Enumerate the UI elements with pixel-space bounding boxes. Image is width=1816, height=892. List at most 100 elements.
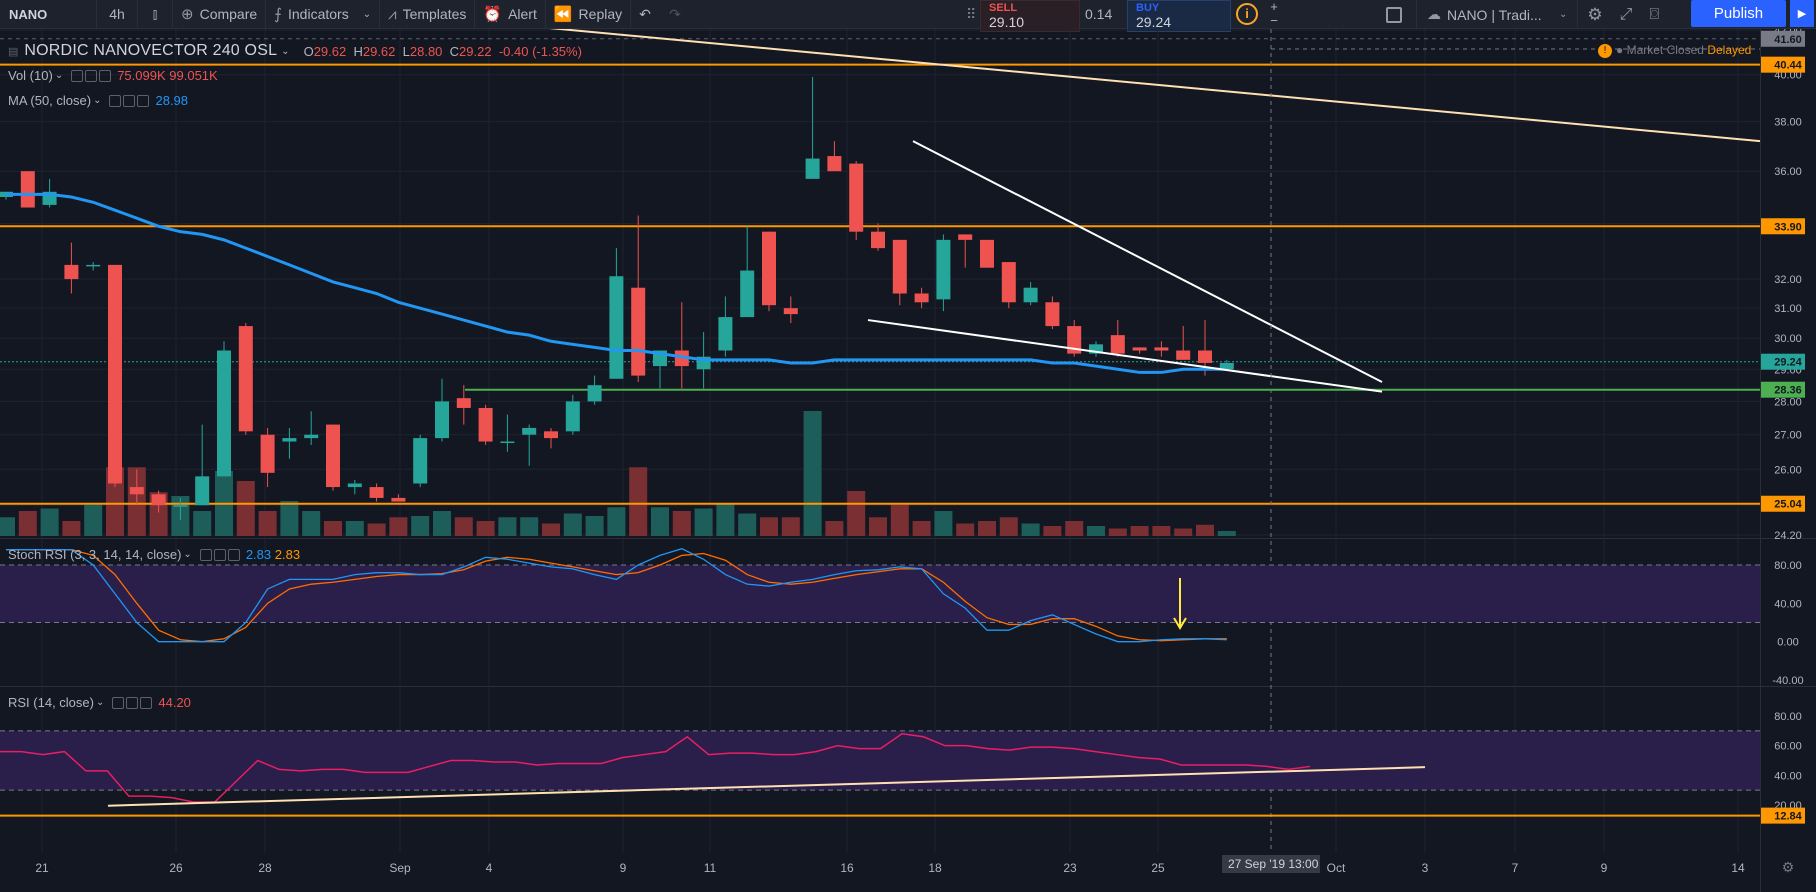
main-legend: ▤ NORDIC NANOVECTOR 240 OSL ⌄ O29.62 H29… [8,42,582,60]
volume-value: 75.099K [117,68,166,83]
candle-body [326,424,340,488]
plus-icon[interactable]: + [1270,0,1278,14]
indicator-buttons[interactable] [71,69,112,82]
templates-button[interactable]: ⩘ Templates [380,0,474,29]
close-icon[interactable] [227,548,240,561]
indicator-buttons[interactable] [199,548,240,561]
play-button[interactable]: ▶ [1790,0,1814,27]
x-tick-label: 9 [620,861,627,875]
info-warning-icon[interactable]: i [1236,3,1258,25]
price-label-bg [1761,353,1805,370]
sell-button[interactable]: SELL 29.10 [980,0,1080,32]
indicator-buttons[interactable] [109,94,150,107]
redo-button[interactable]: ↷ [661,0,691,29]
chevron-down-icon[interactable]: ⌄ [183,549,192,560]
price-level-label: 41.60 [1774,34,1802,46]
stoch-tick-label: 80.00 [1774,560,1802,572]
ma-value: 28.98 [155,93,189,108]
drag-handle-icon[interactable]: ⠿ [966,6,977,22]
eye-icon[interactable] [71,69,84,82]
ma-label[interactable]: MA (50, close) [8,93,92,108]
camera-icon[interactable]: ⌼ [1649,5,1660,23]
close-icon[interactable] [140,696,153,709]
candle-body [762,231,776,306]
fullscreen-square-icon[interactable] [1386,6,1402,23]
close-label: C [449,43,460,59]
rsi-label[interactable]: RSI (14, close) [8,695,94,710]
close-icon[interactable] [137,94,150,107]
close-icon[interactable] [99,69,112,82]
publish-button[interactable]: Publish [1691,0,1786,27]
collapse-icon[interactable]: ▤ [8,45,19,58]
candle-body [500,441,515,444]
chevron-down-icon[interactable]: ⌄ [54,70,64,81]
chevron-down-icon[interactable]: ⌄ [1559,9,1568,20]
candle-body [827,156,842,172]
y-tick-label: 28.00 [1774,396,1802,408]
gear-icon[interactable]: ⚙ [1587,4,1603,24]
undo-button[interactable]: ↶ [631,0,661,29]
rsi-tick-label: 80.00 [1774,711,1802,723]
volume-bar [563,513,582,536]
x-tick-label: 9 [1601,861,1608,875]
expand-icon[interactable]: ⤢ [1619,5,1633,23]
candle-body [108,264,122,484]
volume-label[interactable]: Vol (10) [8,68,53,83]
symbol-search[interactable]: NANO [9,6,48,22]
gear-icon[interactable] [85,69,98,82]
y-tick-label: 32.00 [1774,274,1802,286]
replay-button[interactable]: ⏪ Replay [546,0,630,29]
market-status[interactable]: ! ● Market Closed Delayed [1598,43,1751,58]
stoch-d-value: 2.83 [274,547,301,562]
stoch-label[interactable]: Stoch RSI (3, 3, 14, 14, close) [8,547,182,562]
candle-body [129,487,144,495]
volume-bar [760,517,778,536]
x-tick-label: 4 [486,861,493,875]
chart-canvas[interactable]: 24.2025.0026.0027.0028.0029.0030.0031.00… [0,29,1816,892]
undo-icon: ↶ [639,5,651,22]
spread-value: 0.14 [1085,6,1113,22]
divider [1416,0,1417,29]
eye-icon[interactable] [109,94,122,107]
volume-bar [1043,526,1062,536]
gear-icon[interactable] [213,548,226,561]
layout-name[interactable]: NANO | Tradi... [1447,6,1542,23]
alert-button[interactable]: ⏰ Alert [475,0,544,29]
y-tick-label: 36.00 [1774,166,1802,178]
chevron-down-icon[interactable]: ⌄ [281,45,290,57]
volume-bar [1152,526,1171,536]
chart-type-button[interactable]: ⫾ [138,0,172,29]
volume-bar [476,521,495,536]
volume-ma-value: 99.051K [169,68,218,83]
indicator-buttons[interactable] [112,696,153,709]
indicators-button[interactable]: ⨍ Indicators ⌄ [266,0,379,29]
open-label: O [303,43,314,59]
chevron-down-icon[interactable]: ⌄ [93,95,102,106]
x-tick-label: 16 [840,861,854,875]
minus-icon[interactable]: − [1270,13,1278,28]
divider [96,0,97,29]
divider [265,0,267,29]
candle-body [609,276,624,379]
x-tick-label: Sep [389,861,411,875]
compare-button[interactable]: ⊕ Compare [173,0,265,29]
eye-icon[interactable] [112,696,125,709]
wedge-upper-line [912,140,1383,383]
buy-button[interactable]: BUY 29.24 [1127,0,1231,32]
pane-divider [0,686,1816,687]
symbol-title[interactable]: NORDIC NANOVECTOR 240 OSL [24,42,278,59]
volume-bar [389,517,408,536]
eye-icon[interactable] [199,548,212,561]
y-tick-label: 30.00 [1774,333,1802,345]
x-tick-label: 18 [928,861,942,875]
chevron-down-icon[interactable]: ⌄ [95,697,105,708]
rewind-icon: ⏪ [553,6,573,23]
candle-body [1219,362,1234,370]
gear-icon[interactable] [123,94,136,107]
gear-icon[interactable] [126,696,139,709]
interval-button[interactable]: 4h [109,6,125,22]
volume-bar [1108,528,1127,536]
candle-body [587,385,602,402]
candle-body [347,483,362,488]
qty-stepper[interactable]: + − [1264,0,1284,29]
